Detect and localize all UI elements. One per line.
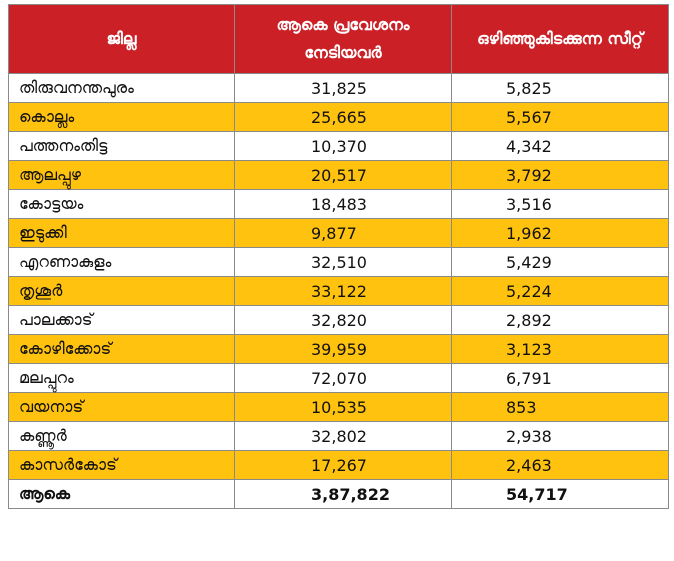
- admitted-cell: 39,959: [234, 334, 452, 364]
- admitted-cell: 33,122: [234, 276, 452, 306]
- district-cell: കോഴിക്കോട്: [8, 334, 235, 364]
- district-cell: പാലക്കാട്: [8, 305, 235, 335]
- header-district: ജില്ല: [8, 4, 235, 74]
- district-cell: തൃശൂർ: [8, 276, 235, 306]
- table-row: ഇടുക്കി 9,877 1,962: [8, 218, 669, 248]
- district-cell: കണ്ണൂർ: [8, 421, 235, 451]
- table-row: കൊല്ലം 25,665 5,567: [8, 102, 669, 132]
- vacant-cell: 853: [451, 392, 669, 422]
- table-row: വയനാട് 10,535 853: [8, 392, 669, 422]
- district-cell: കോട്ടയം: [8, 189, 235, 219]
- admitted-cell: 25,665: [234, 102, 452, 132]
- district-cell: കാസർകോട്: [8, 450, 235, 480]
- district-cell: മലപ്പുറം: [8, 363, 235, 393]
- data-table: ജില്ല ആകെ പ്രവേശനം നേടിയവർ ഒഴിഞ്ഞുകിടക്ക…: [8, 4, 669, 509]
- admitted-cell: 32,510: [234, 247, 452, 277]
- table-row: ആലപ്പുഴ 20,517 3,792: [8, 160, 669, 190]
- admitted-cell: 72,070: [234, 363, 452, 393]
- table-row: പാലക്കാട് 32,820 2,892: [8, 305, 669, 335]
- admitted-cell: 10,535: [234, 392, 452, 422]
- header-vacant: ഒഴിഞ്ഞുകിടക്കുന്ന സീറ്റ്: [451, 4, 669, 74]
- admitted-cell: 32,820: [234, 305, 452, 335]
- header-admitted: ആകെ പ്രവേശനം നേടിയവർ: [234, 4, 452, 74]
- table-row: കണ്ണൂർ 32,802 2,938: [8, 421, 669, 451]
- vacant-cell: 2,892: [451, 305, 669, 335]
- total-admitted: 3,87,822: [234, 479, 452, 509]
- vacant-cell: 5,567: [451, 102, 669, 132]
- admitted-cell: 31,825: [234, 73, 452, 103]
- table-row: പത്തനംതിട്ട 10,370 4,342: [8, 131, 669, 161]
- admitted-cell: 17,267: [234, 450, 452, 480]
- vacant-cell: 2,463: [451, 450, 669, 480]
- vacant-cell: 5,429: [451, 247, 669, 277]
- table-row: കോഴിക്കോട് 39,959 3,123: [8, 334, 669, 364]
- vacant-cell: 1,962: [451, 218, 669, 248]
- district-cell: ഇടുക്കി: [8, 218, 235, 248]
- vacant-cell: 2,938: [451, 421, 669, 451]
- district-cell: കൊല്ലം: [8, 102, 235, 132]
- district-cell: തിരുവനന്തപുരം: [8, 73, 235, 103]
- table-row: കോട്ടയം 18,483 3,516: [8, 189, 669, 219]
- total-vacant: 54,717: [451, 479, 669, 509]
- vacant-cell: 3,516: [451, 189, 669, 219]
- table-row: കാസർകോട് 17,267 2,463: [8, 450, 669, 480]
- vacant-cell: 3,792: [451, 160, 669, 190]
- admitted-cell: 10,370: [234, 131, 452, 161]
- admitted-cell: 20,517: [234, 160, 452, 190]
- table-row: എറണാകുളം 32,510 5,429: [8, 247, 669, 277]
- table-row: മലപ്പുറം 72,070 6,791: [8, 363, 669, 393]
- header-row: ജില്ല ആകെ പ്രവേശനം നേടിയവർ ഒഴിഞ്ഞുകിടക്ക…: [8, 4, 669, 74]
- district-cell: എറണാകുളം: [8, 247, 235, 277]
- total-label: ആകെ: [8, 479, 235, 509]
- total-row: ആകെ 3,87,822 54,717: [8, 479, 669, 509]
- district-cell: പത്തനംതിട്ട: [8, 131, 235, 161]
- vacant-cell: 5,224: [451, 276, 669, 306]
- admitted-cell: 18,483: [234, 189, 452, 219]
- vacant-cell: 5,825: [451, 73, 669, 103]
- table-row: തിരുവനന്തപുരം 31,825 5,825: [8, 73, 669, 103]
- admitted-cell: 9,877: [234, 218, 452, 248]
- table-row: തൃശൂർ 33,122 5,224: [8, 276, 669, 306]
- district-cell: ആലപ്പുഴ: [8, 160, 235, 190]
- admitted-cell: 32,802: [234, 421, 452, 451]
- district-seat-table: ജില്ല ആകെ പ്രവേശനം നേടിയവർ ഒഴിഞ്ഞുകിടക്ക…: [8, 4, 669, 554]
- vacant-cell: 4,342: [451, 131, 669, 161]
- vacant-cell: 3,123: [451, 334, 669, 364]
- district-cell: വയനാട്: [8, 392, 235, 422]
- vacant-cell: 6,791: [451, 363, 669, 393]
